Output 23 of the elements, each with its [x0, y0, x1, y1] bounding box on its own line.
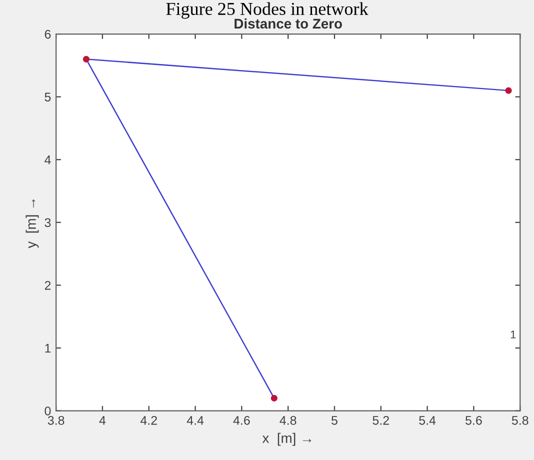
- x-tick-label: 5.4: [419, 416, 436, 425]
- y-tick-label: 5: [44, 92, 51, 102]
- y-tick-label: 0: [44, 406, 51, 416]
- x-tick-label: 5.2: [372, 416, 389, 425]
- x-tick-label: 4.6: [233, 416, 250, 425]
- x-tick-label: 4: [99, 416, 106, 425]
- x-axis-title: x [m] →: [262, 432, 312, 446]
- y-tick-label: 1: [45, 344, 51, 353]
- y-axis-title: y [m] →: [26, 199, 39, 248]
- x-tick-label: 4.2: [140, 416, 157, 425]
- x-tick-label: 5: [332, 416, 338, 425]
- y-tick-label: 6: [44, 30, 51, 39]
- x-tick-label: 5.6: [466, 416, 482, 425]
- x-tick-label: 3.8: [48, 416, 64, 425]
- annotation: 1: [510, 330, 516, 338]
- chart-title: Distance to Zero: [234, 18, 342, 29]
- y-tick-label: 2: [44, 281, 51, 290]
- caption: Figure 25 Nodes in network: [166, 2, 368, 19]
- y-tick-label: 3: [44, 218, 51, 228]
- y-tick-label: 4: [44, 156, 51, 164]
- x-tick-label: 4.4: [186, 416, 204, 425]
- x-tick-label: 5.8: [512, 416, 528, 425]
- x-tick-label: 4.8: [280, 416, 296, 425]
